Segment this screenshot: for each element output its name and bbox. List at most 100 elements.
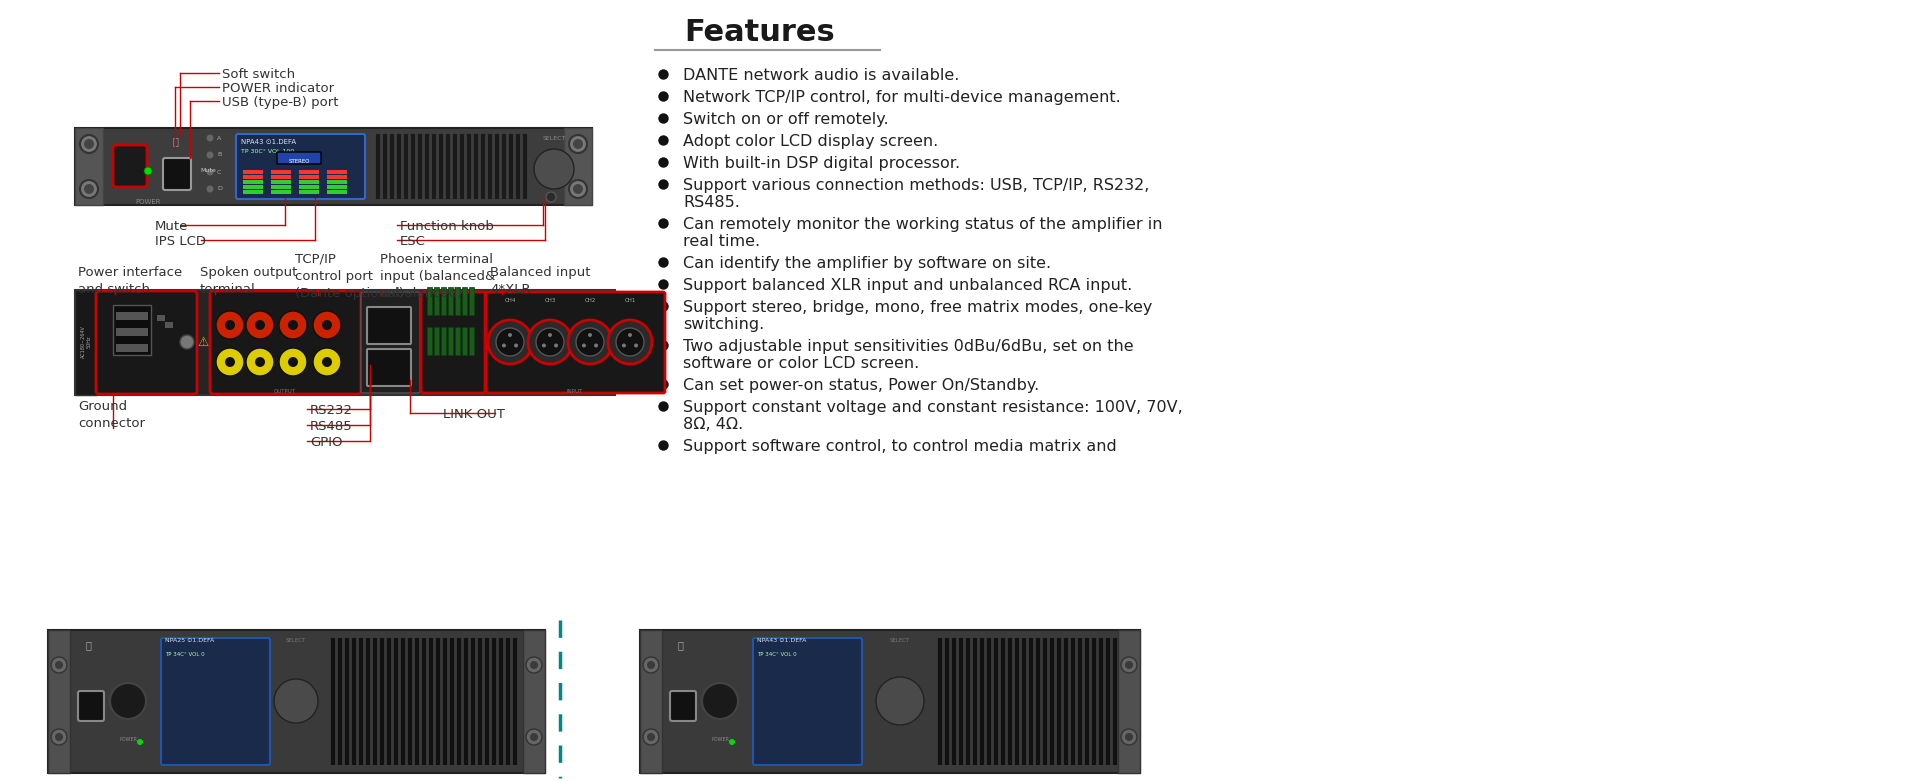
Bar	[326, 180, 348, 184]
Circle shape	[555, 344, 559, 348]
Text: Support software control, to control media matrix and: Support software control, to control med…	[684, 439, 1117, 454]
Circle shape	[622, 344, 626, 348]
Text: GPIO: GPIO	[309, 436, 342, 449]
Circle shape	[643, 729, 659, 745]
Circle shape	[568, 135, 588, 153]
Text: Two adjustable input sensitivities 0dBu/6dBu, set on the: Two adjustable input sensitivities 0dBu/…	[684, 339, 1133, 354]
Bar	[326, 185, 348, 189]
Circle shape	[541, 344, 545, 348]
Bar	[442, 287, 445, 315]
Circle shape	[534, 149, 574, 189]
Circle shape	[547, 333, 553, 337]
Bar	[463, 327, 467, 355]
Bar	[455, 327, 461, 355]
Text: real time.: real time.	[684, 234, 760, 249]
Circle shape	[84, 184, 94, 194]
Text: Spoken output
terminal: Spoken output terminal	[200, 266, 298, 296]
Circle shape	[84, 139, 94, 149]
Bar	[244, 185, 263, 189]
Bar	[300, 190, 319, 194]
Text: RS485: RS485	[309, 420, 353, 433]
Circle shape	[288, 357, 298, 367]
Circle shape	[876, 677, 924, 725]
Text: Support balanced XLR input and unbalanced RCA input.: Support balanced XLR input and unbalance…	[684, 278, 1133, 293]
Text: SELECT: SELECT	[286, 638, 305, 643]
Text: CH4: CH4	[505, 298, 516, 303]
Circle shape	[536, 328, 564, 356]
Circle shape	[628, 333, 632, 337]
FancyBboxPatch shape	[753, 638, 862, 765]
Circle shape	[255, 357, 265, 367]
Text: Support constant voltage and constant resistance: 100V, 70V,: Support constant voltage and constant re…	[684, 400, 1183, 415]
Bar	[455, 287, 461, 315]
Circle shape	[323, 320, 332, 330]
FancyBboxPatch shape	[367, 307, 411, 344]
Circle shape	[643, 657, 659, 673]
Text: Can set power-on status, Power On/Standby.: Can set power-on status, Power On/Standb…	[684, 378, 1039, 393]
Circle shape	[568, 180, 588, 198]
Text: TCP/IP
control port
(Dante optional): TCP/IP control port (Dante optional)	[296, 253, 403, 300]
Text: TP 34C° VOL 0: TP 34C° VOL 0	[165, 652, 205, 657]
Text: CH1: CH1	[624, 298, 636, 303]
Bar	[300, 175, 319, 179]
Bar	[522, 630, 545, 773]
Text: Features: Features	[685, 18, 835, 47]
Text: B: B	[217, 152, 221, 158]
Circle shape	[52, 729, 67, 745]
Text: POWER: POWER	[134, 199, 161, 205]
Bar	[48, 630, 545, 773]
Text: SELECT: SELECT	[889, 638, 910, 643]
Text: switching.: switching.	[684, 317, 764, 332]
Circle shape	[515, 344, 518, 348]
Circle shape	[526, 657, 541, 673]
Text: OUTPUT: OUTPUT	[275, 389, 296, 394]
Circle shape	[703, 683, 737, 719]
FancyBboxPatch shape	[420, 292, 486, 393]
Text: SELECT: SELECT	[541, 136, 566, 141]
FancyBboxPatch shape	[361, 292, 420, 393]
Bar	[468, 327, 474, 355]
Text: CH2: CH2	[584, 298, 595, 303]
Bar	[115, 344, 148, 352]
Circle shape	[215, 348, 244, 376]
Circle shape	[528, 320, 572, 364]
FancyBboxPatch shape	[79, 691, 104, 721]
Circle shape	[495, 328, 524, 356]
Bar	[447, 327, 453, 355]
Circle shape	[568, 320, 612, 364]
Text: Support various connection methods: USB, TCP/IP, RS232,: Support various connection methods: USB,…	[684, 178, 1150, 193]
Circle shape	[81, 135, 98, 153]
Text: Switch on or off remotely.: Switch on or off remotely.	[684, 112, 889, 127]
Circle shape	[81, 180, 98, 198]
Circle shape	[1121, 729, 1137, 745]
Text: CH3: CH3	[543, 298, 555, 303]
Circle shape	[530, 733, 538, 741]
Circle shape	[144, 167, 152, 175]
Circle shape	[1121, 657, 1137, 673]
Bar	[271, 170, 292, 174]
Bar	[113, 305, 152, 355]
Circle shape	[509, 333, 513, 337]
Bar	[271, 180, 292, 184]
Circle shape	[588, 333, 591, 337]
Bar	[115, 312, 148, 320]
Text: POWER: POWER	[710, 737, 730, 742]
Circle shape	[572, 139, 584, 149]
Circle shape	[730, 739, 735, 745]
Bar	[463, 287, 467, 315]
Circle shape	[278, 348, 307, 376]
Text: TP 34C° VOL 0: TP 34C° VOL 0	[756, 652, 797, 657]
Circle shape	[526, 729, 541, 745]
Bar	[300, 170, 319, 174]
FancyBboxPatch shape	[367, 349, 411, 386]
Bar	[300, 180, 319, 184]
Circle shape	[572, 184, 584, 194]
Bar	[244, 170, 263, 174]
Circle shape	[255, 320, 265, 330]
Circle shape	[616, 328, 643, 356]
Circle shape	[313, 348, 342, 376]
Bar	[639, 630, 662, 773]
Text: STEREO: STEREO	[288, 159, 309, 164]
FancyBboxPatch shape	[670, 691, 695, 721]
Text: ⎓: ⎓	[173, 136, 179, 146]
